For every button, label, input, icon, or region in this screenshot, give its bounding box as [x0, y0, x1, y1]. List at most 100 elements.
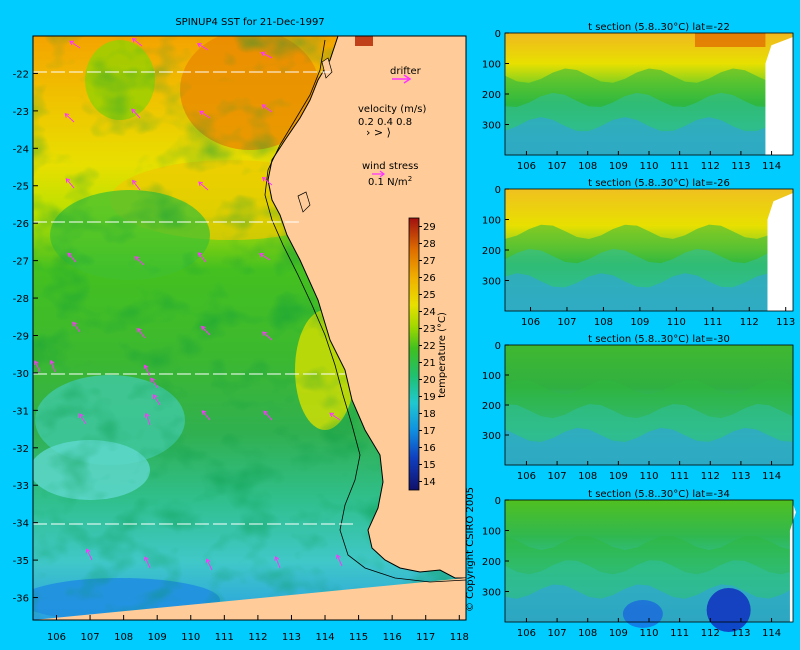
section-title: t section (5.8..30°C) lat=-34	[588, 489, 730, 500]
velocity-arrow-head	[131, 108, 136, 114]
velocity-arrow	[143, 364, 151, 377]
velocity-arrow-head	[49, 359, 55, 365]
section-y-tick-label: 100	[482, 371, 501, 382]
section-x-tick-label: 113	[731, 161, 750, 172]
section-lines	[33, 71, 355, 525]
velocity-arrow-shaft	[145, 413, 151, 426]
map-x-tick-label: 116	[383, 632, 402, 643]
map-y-tick-label: -26	[13, 219, 29, 230]
velocity-arrow-head	[69, 40, 75, 46]
section-title: t section (5.8..30°C) lat=-30	[588, 334, 730, 345]
map-y-tick-label: -33	[13, 481, 29, 492]
velocity-arrow	[78, 413, 87, 425]
section-y-tick-label: 0	[495, 496, 501, 507]
velocity-arrow-shaft	[336, 554, 343, 567]
velocity-arrow-shaft	[64, 113, 75, 123]
velocity-arrow-shaft	[132, 38, 143, 47]
section-land-mask	[767, 193, 793, 311]
colorbar-tick-label: 21	[423, 358, 436, 369]
map-y-tick-label: -23	[13, 107, 29, 118]
velocity-arrow-shaft	[201, 410, 211, 421]
map-y-axis: -22 -23 -24 -25 -26 -27 -28 -29 -30 -31 -32 -33 -34 -…	[13, 69, 38, 605]
velocity-arrow	[34, 360, 41, 373]
map-y-tick-label: -28	[13, 294, 29, 305]
map-y-tick-label: -34	[13, 519, 29, 530]
section-x-tick-label: 112	[740, 317, 759, 328]
velocity-arrow-shaft	[199, 110, 211, 119]
copyright-text: © Copyright CSIRO 2005	[465, 487, 476, 612]
velocity-arrow	[144, 556, 151, 569]
section-panel: t section (5.8..30°C) lat=-22 106 107 108 10…	[482, 22, 794, 172]
colorbar-tick-label: 18	[423, 409, 436, 420]
colorbar-tick-label: 23	[423, 324, 436, 335]
velocity-arrow	[197, 252, 207, 263]
section-panel: t section (5.8..30°C) lat=-26 106 107 108 10…	[482, 178, 795, 328]
velocity-arrow-shaft	[137, 328, 146, 339]
section-x-tick-label: 107	[548, 471, 567, 482]
velocity-arrow-head	[150, 377, 155, 383]
velocity-arrow-shaft	[201, 326, 211, 336]
velocity-arrow-head	[336, 554, 341, 560]
velocity-arrow-head	[137, 327, 142, 333]
colorbar-tick-label: 25	[423, 290, 436, 301]
velocity-arrow-shaft	[131, 108, 141, 119]
map-x-tick-label: 111	[215, 632, 234, 643]
section-x-tick-label: 106	[517, 161, 536, 172]
section-x-tick-label: 108	[578, 161, 597, 172]
velocity-arrow	[199, 110, 211, 119]
section-x-tick-label: 110	[639, 161, 658, 172]
section-x-tick-label: 111	[670, 161, 689, 172]
colorbar-tick-label: 26	[423, 273, 436, 284]
velocity-arrow	[274, 555, 281, 569]
section-title: t section (5.8..30°C) lat=-22	[588, 22, 730, 33]
map-x-tick-label: 117	[416, 632, 435, 643]
land-mass-highlight	[33, 578, 466, 620]
colorbar-ramp	[408, 217, 420, 491]
colorbar-tick-label: 16	[423, 443, 436, 454]
map-y-tick-label: -35	[13, 556, 29, 567]
velocity-arrow	[198, 181, 209, 191]
velocity-arrow-shaft	[262, 177, 273, 186]
velocity-arrow	[336, 554, 343, 567]
island	[321, 57, 333, 79]
map-x-tick-label: 106	[47, 632, 66, 643]
velocity-arrow-head	[200, 325, 206, 331]
colorbar: 14 15 16 17 18 19 20 21 22 23 24 25 26 27 28 29 tempera…	[408, 217, 448, 491]
section-title: t section (5.8..30°C) lat=-26	[588, 178, 730, 189]
colorbar-tick-label: 22	[423, 341, 436, 352]
section-x-tick-label: 106	[521, 317, 540, 328]
velocity-arrow-head	[274, 555, 280, 561]
section-cold-core	[706, 588, 751, 632]
section-x-tick-label: 113	[776, 317, 795, 328]
section-x-tick-label: 108	[578, 471, 597, 482]
velocity-arrow-head	[258, 253, 264, 258]
velocity-legend-title: velocity (m/s)	[358, 104, 426, 115]
map-y-tick-label: -31	[13, 406, 29, 417]
velocity-arrow-head	[144, 556, 149, 562]
section-x-tick-label: 114	[762, 161, 781, 172]
velocity-arrow	[67, 252, 77, 263]
velocity-arrow	[262, 331, 273, 341]
section-y-tick-label: 300	[482, 588, 501, 599]
map-legend: drifter velocity (m/s) 0.2 0.4 0.8 › > ⟩…	[358, 66, 426, 188]
velocity-arrow-shaft	[263, 410, 273, 421]
velocity-arrow	[201, 410, 211, 421]
velocity-legend-arrows: › > ⟩	[366, 126, 391, 139]
map-title: SPINUP4 SST for 21-Dec-1997	[175, 17, 324, 28]
section-y-tick-label: 100	[482, 527, 501, 538]
velocity-arrow-head	[64, 113, 70, 118]
shelf-contour	[264, 39, 466, 583]
velocity-arrow	[132, 179, 141, 191]
colorbar-ticks: 14 15 16 17 18 19 20 21 22 23 24 25 26 27 28 29	[419, 222, 436, 488]
map-x-tick-label: 109	[148, 632, 167, 643]
velocity-arrow-shaft	[197, 252, 207, 263]
velocity-arrow-shaft	[65, 178, 75, 189]
velocity-arrow-head	[329, 412, 335, 418]
velocity-arrow-shaft	[197, 43, 209, 51]
map-y-tick-label: -27	[13, 257, 29, 268]
section-x-tick-label: 107	[557, 317, 576, 328]
velocity-arrow-shaft	[275, 556, 281, 569]
section-x-tick-label: 112	[701, 628, 720, 639]
section-y-tick-label: 100	[482, 60, 501, 71]
velocity-arrow-shaft	[67, 252, 77, 263]
